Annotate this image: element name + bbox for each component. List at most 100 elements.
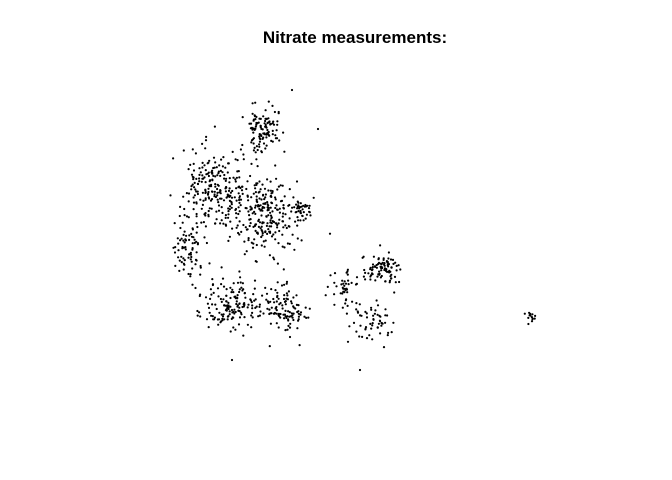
data-point bbox=[355, 308, 358, 311]
data-point bbox=[268, 345, 271, 348]
data-point bbox=[533, 317, 536, 320]
data-point bbox=[285, 282, 288, 285]
data-point bbox=[284, 315, 287, 318]
data-point bbox=[377, 258, 380, 261]
data-point bbox=[200, 180, 203, 183]
data-point bbox=[243, 240, 246, 243]
data-point bbox=[193, 238, 196, 241]
data-point bbox=[251, 212, 254, 215]
data-point bbox=[213, 316, 216, 319]
data-point bbox=[307, 316, 310, 319]
data-point bbox=[278, 303, 281, 306]
data-point bbox=[229, 191, 232, 194]
data-point bbox=[203, 213, 206, 216]
data-point bbox=[225, 308, 228, 311]
data-point bbox=[298, 344, 301, 347]
data-point bbox=[241, 116, 244, 119]
data-point bbox=[364, 310, 367, 313]
data-point bbox=[194, 152, 197, 155]
data-point bbox=[183, 259, 186, 262]
data-point bbox=[259, 227, 262, 230]
data-point bbox=[254, 101, 257, 104]
data-point bbox=[281, 233, 284, 236]
data-point bbox=[389, 258, 393, 261]
data-point bbox=[204, 169, 207, 172]
data-point bbox=[335, 285, 338, 288]
data-point bbox=[387, 263, 390, 266]
data-point bbox=[297, 204, 300, 207]
data-point bbox=[205, 241, 208, 245]
data-point bbox=[294, 307, 297, 310]
data-point bbox=[239, 186, 242, 190]
data-point bbox=[241, 305, 244, 309]
data-point bbox=[219, 192, 222, 195]
data-point bbox=[235, 187, 238, 190]
data-point bbox=[391, 258, 395, 261]
data-point bbox=[356, 311, 360, 314]
data-point bbox=[342, 282, 345, 285]
data-point bbox=[254, 191, 257, 194]
data-point bbox=[276, 188, 279, 191]
data-point bbox=[370, 327, 373, 330]
data-point bbox=[264, 196, 267, 199]
data-point bbox=[379, 320, 382, 323]
data-point bbox=[204, 225, 207, 228]
data-point bbox=[351, 300, 354, 303]
data-point bbox=[238, 195, 241, 198]
data-point bbox=[302, 219, 305, 222]
data-point bbox=[228, 205, 232, 208]
data-point bbox=[240, 313, 243, 316]
data-point bbox=[213, 193, 216, 196]
data-point bbox=[284, 309, 287, 312]
data-point bbox=[255, 145, 258, 148]
data-point bbox=[370, 308, 373, 311]
data-point bbox=[223, 318, 226, 321]
data-point bbox=[237, 323, 241, 326]
data-point bbox=[278, 207, 281, 210]
data-point bbox=[380, 274, 383, 278]
data-point bbox=[236, 170, 239, 173]
data-point bbox=[372, 314, 375, 317]
data-point bbox=[358, 368, 362, 372]
data-point bbox=[348, 325, 351, 328]
data-point bbox=[257, 219, 260, 223]
data-point bbox=[213, 125, 216, 128]
data-point bbox=[217, 172, 220, 175]
data-point bbox=[347, 279, 350, 282]
data-point bbox=[227, 207, 230, 210]
data-point bbox=[329, 274, 332, 277]
data-point bbox=[240, 189, 244, 192]
data-point bbox=[221, 277, 225, 280]
data-point bbox=[173, 251, 177, 254]
data-point bbox=[227, 210, 230, 213]
data-point bbox=[265, 126, 268, 129]
data-point bbox=[390, 266, 393, 269]
data-point bbox=[371, 338, 374, 341]
data-point bbox=[238, 270, 241, 273]
data-point bbox=[221, 165, 224, 168]
data-point bbox=[207, 215, 210, 218]
data-point bbox=[266, 122, 269, 125]
data-point bbox=[251, 304, 254, 307]
data-point bbox=[219, 169, 222, 172]
data-point bbox=[229, 286, 232, 289]
data-point bbox=[269, 231, 272, 234]
data-point bbox=[297, 319, 300, 322]
data-point bbox=[258, 143, 261, 146]
data-point bbox=[244, 296, 247, 299]
data-point bbox=[234, 328, 237, 331]
data-point bbox=[180, 237, 183, 240]
data-point bbox=[254, 125, 257, 128]
data-point bbox=[195, 212, 198, 216]
data-point bbox=[269, 300, 272, 303]
data-point bbox=[226, 171, 229, 174]
data-point bbox=[243, 291, 246, 295]
data-point bbox=[249, 205, 252, 208]
data-point bbox=[179, 239, 182, 242]
data-point bbox=[268, 254, 271, 257]
data-point bbox=[185, 215, 189, 218]
data-point bbox=[308, 204, 311, 207]
data-point bbox=[381, 261, 384, 264]
data-point bbox=[258, 303, 261, 306]
data-point bbox=[296, 327, 299, 330]
